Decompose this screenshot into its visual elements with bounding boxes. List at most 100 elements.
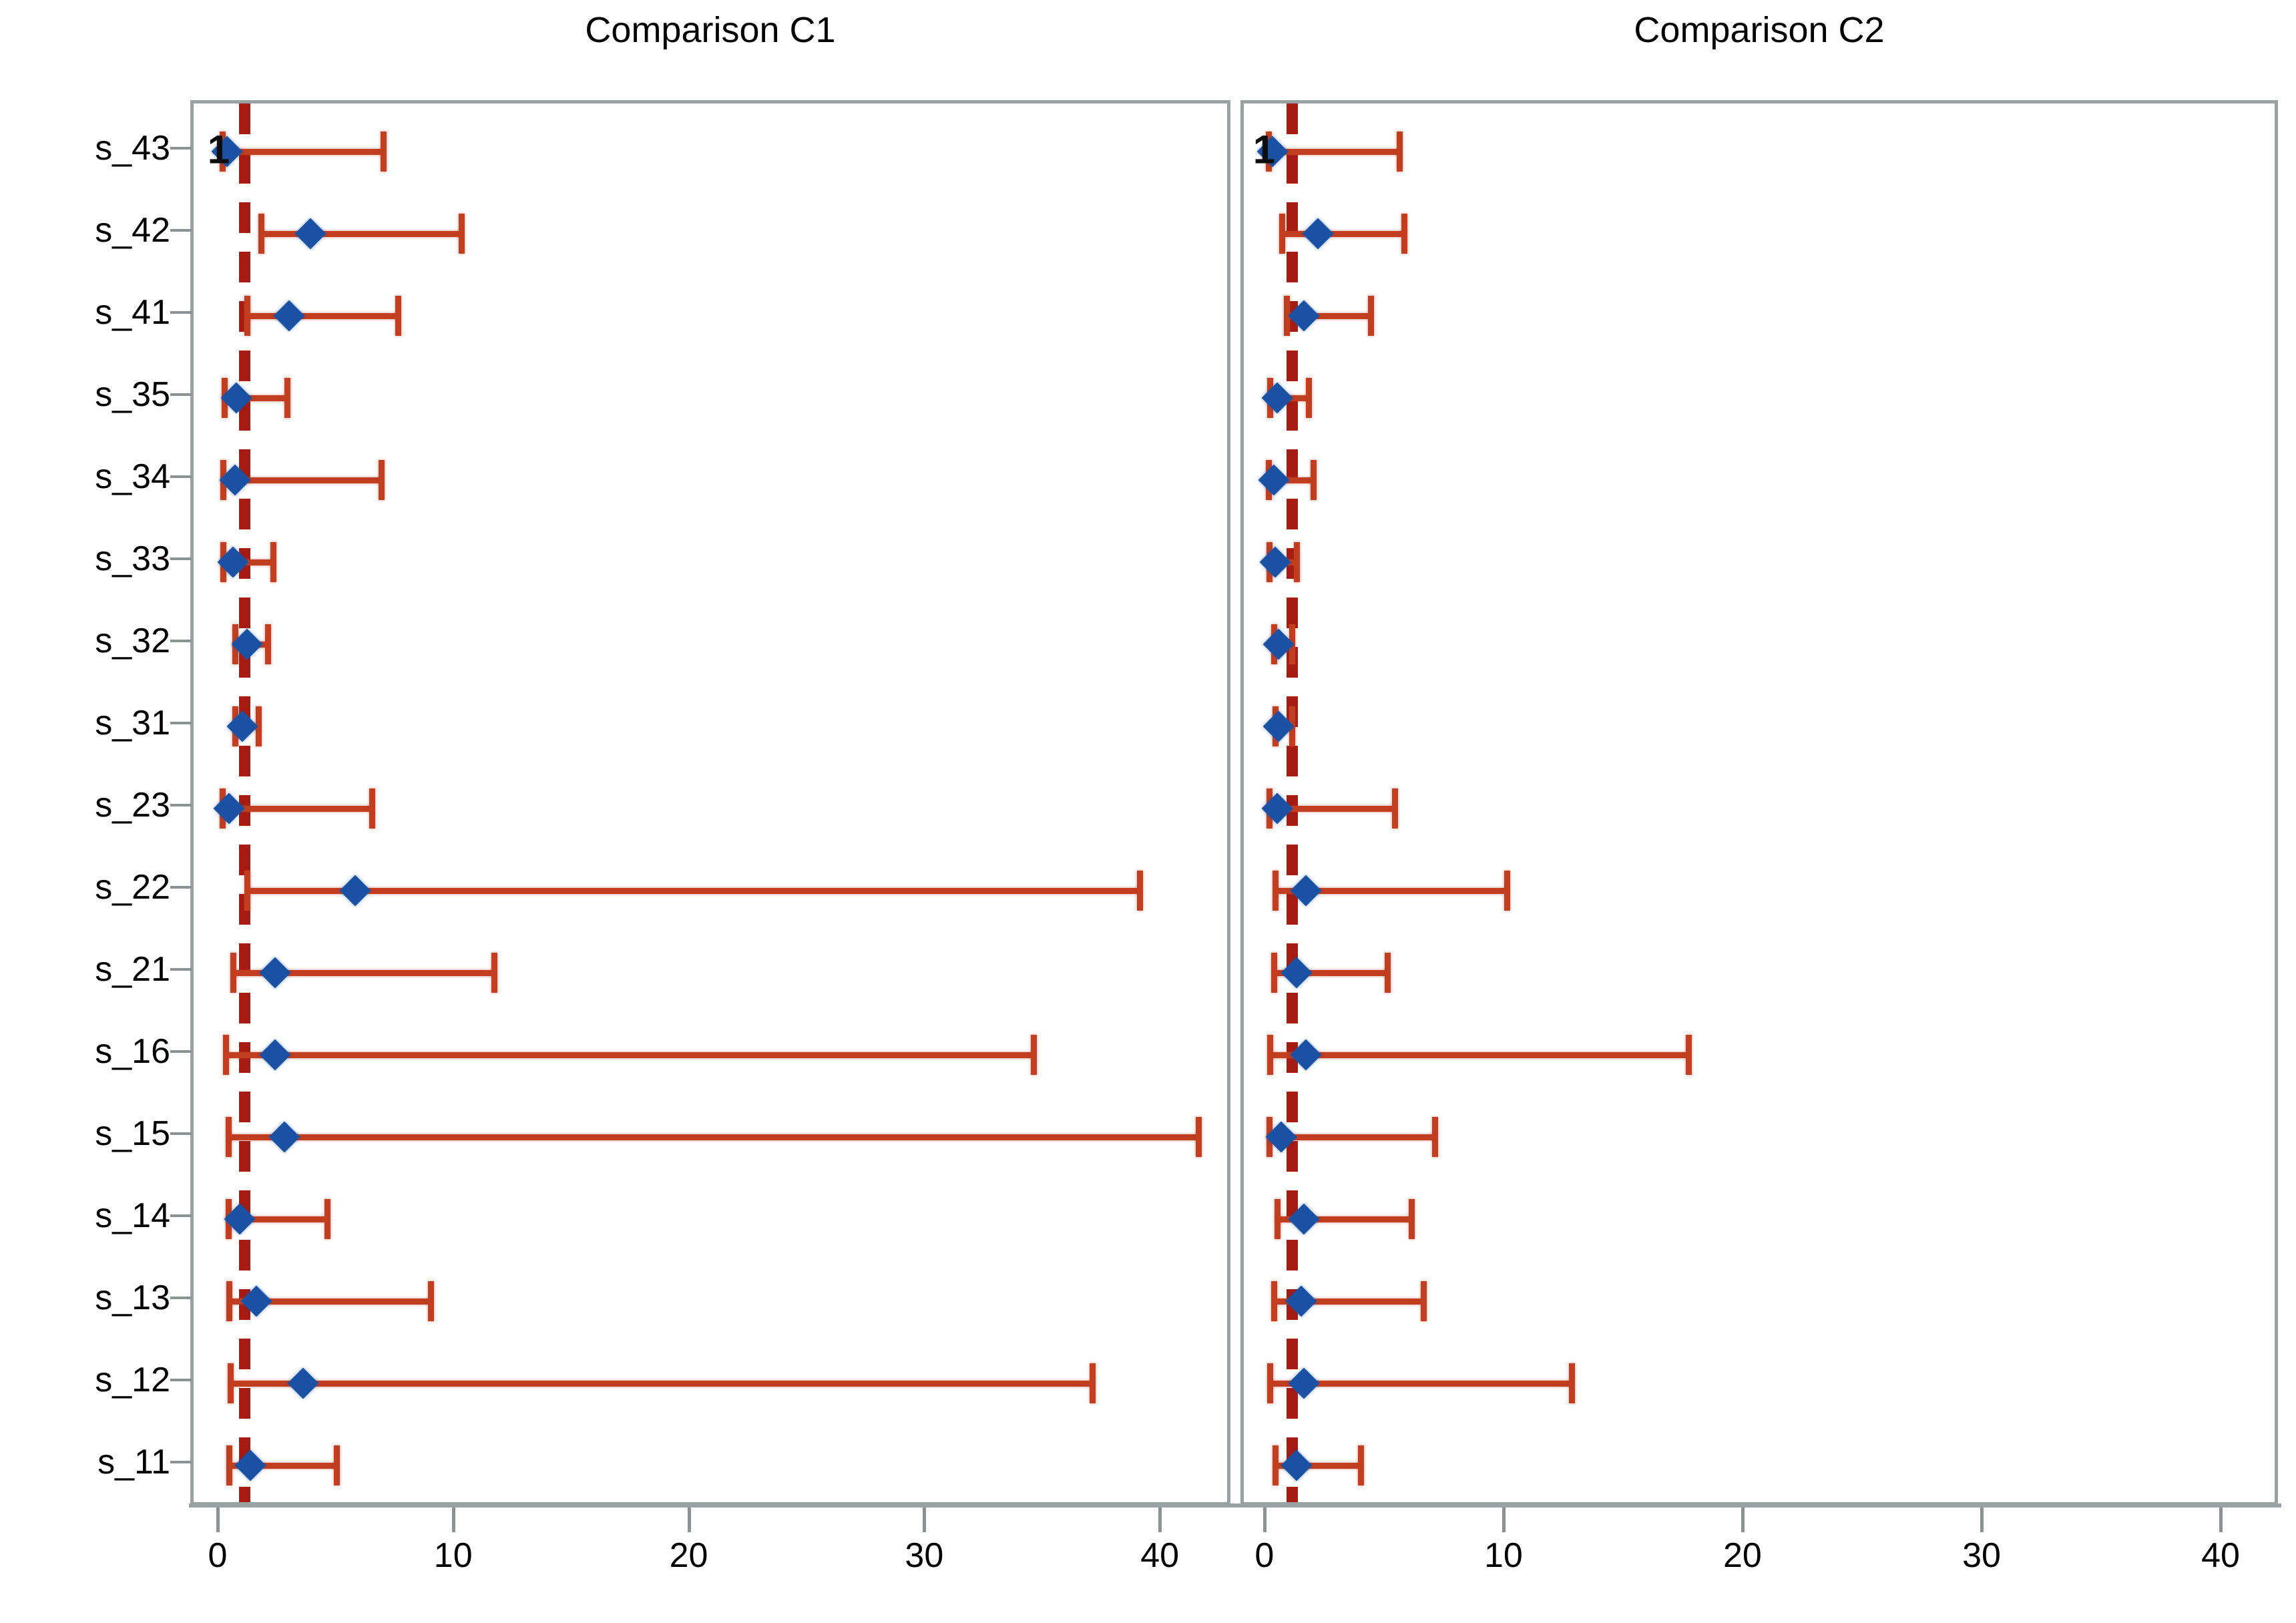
- ci-line-s_14: [228, 1216, 327, 1222]
- ci-lower-cap-s_16: [1267, 1035, 1274, 1075]
- row-tick-s_23: [170, 804, 192, 806]
- ci-lower-cap-s_14: [1275, 1199, 1281, 1239]
- point-estimate-diamond-s_15: [268, 1121, 300, 1153]
- ci-line-s_21: [232, 970, 495, 976]
- ci-upper-cap-s_15: [1432, 1117, 1439, 1157]
- ci-line-s_41: [246, 313, 398, 319]
- ci-upper-cap-s_22: [1136, 871, 1143, 911]
- ci-line-s_15: [228, 1134, 1199, 1140]
- x-tick-label-c1-40: 40: [1140, 1536, 1180, 1575]
- panel-c1: 1: [190, 100, 1230, 1505]
- row-tick-s_43: [170, 147, 192, 150]
- ci-upper-cap-s_13: [1420, 1281, 1427, 1321]
- row-tick-s_41: [170, 311, 192, 314]
- point-estimate-diamond-s_16: [259, 1039, 291, 1071]
- x-axis-line: [189, 1503, 2281, 1508]
- reference-line: [1286, 103, 1298, 1502]
- ci-upper-cap-s_13: [427, 1281, 434, 1321]
- ci-lower-cap-s_22: [1272, 871, 1279, 911]
- row-label-s_21: s_21: [95, 950, 170, 989]
- ci-lower-cap-s_13: [226, 1281, 233, 1321]
- ci-upper-cap-s_12: [1568, 1363, 1575, 1403]
- point-estimate-diamond-s_22: [339, 875, 371, 907]
- row-label-s_42: s_42: [95, 211, 170, 250]
- ci-lower-cap-s_11: [1272, 1445, 1279, 1485]
- point-estimate-diamond-s_34: [1258, 464, 1290, 496]
- ci-line-s_13: [1273, 1299, 1423, 1305]
- ci-lower-cap-s_16: [222, 1035, 229, 1075]
- ci-upper-cap-s_43: [1396, 132, 1403, 172]
- ci-upper-cap-s_34: [1310, 460, 1317, 500]
- ci-upper-cap-s_16: [1686, 1035, 1692, 1075]
- ci-lower-cap-s_42: [1279, 214, 1286, 254]
- ci-line-s_21: [1273, 970, 1387, 976]
- x-tick-c2-20: [1741, 1507, 1745, 1532]
- ci-upper-cap-s_41: [1367, 296, 1374, 336]
- x-tick-label-c2-20: 20: [1723, 1536, 1762, 1575]
- reference-line: [239, 103, 251, 1502]
- ci-upper-cap-s_23: [369, 788, 375, 829]
- ci-lower-cap-s_21: [1271, 953, 1277, 993]
- panel-title-c1: Comparison C1: [585, 10, 836, 50]
- x-tick-label-c1-20: 20: [669, 1536, 708, 1575]
- ci-line-s_41: [1287, 313, 1371, 319]
- row-label-s_31: s_31: [95, 704, 170, 742]
- row-tick-s_15: [170, 1132, 192, 1135]
- ci-upper-cap-s_41: [395, 296, 401, 336]
- ci-lower-cap-s_41: [1284, 296, 1291, 336]
- ci-upper-cap-s_32: [265, 624, 272, 664]
- panel-c2: 1: [1240, 100, 2278, 1505]
- point-estimate-diamond-s_42: [294, 218, 326, 250]
- row-tick-s_32: [170, 640, 192, 642]
- x-tick-label-c1-0: 0: [208, 1536, 228, 1575]
- row-label-s_16: s_16: [95, 1032, 170, 1071]
- x-tick-c1-10: [451, 1507, 455, 1532]
- x-tick-c1-40: [1158, 1507, 1162, 1532]
- ci-upper-cap-s_31: [256, 706, 262, 746]
- ci-upper-cap-s_42: [458, 214, 465, 254]
- ci-lower-cap-s_42: [258, 214, 264, 254]
- row-label-s_43: s_43: [95, 129, 170, 168]
- ci-upper-cap-s_12: [1090, 1363, 1096, 1403]
- row-label-s_15: s_15: [95, 1114, 170, 1153]
- row-tick-s_33: [170, 557, 192, 560]
- x-tick-label-c1-10: 10: [433, 1536, 473, 1575]
- ci-upper-cap-s_23: [1391, 788, 1398, 829]
- black-one-marker: 1: [1252, 127, 1276, 172]
- row-label-s_14: s_14: [95, 1196, 170, 1235]
- ci-upper-cap-s_14: [324, 1199, 330, 1239]
- row-tick-s_35: [170, 393, 192, 396]
- point-estimate-diamond-s_42: [1302, 218, 1334, 250]
- row-tick-s_16: [170, 1050, 192, 1053]
- row-label-s_34: s_34: [95, 457, 170, 496]
- point-estimate-diamond-s_21: [259, 957, 291, 989]
- ci-lower-cap-s_12: [228, 1363, 234, 1403]
- ci-upper-cap-s_35: [284, 378, 290, 418]
- ci-line-s_34: [1268, 477, 1313, 483]
- ci-lower-cap-s_21: [230, 953, 236, 993]
- panel-title-c2: Comparison C2: [1634, 10, 1885, 50]
- row-label-s_33: s_33: [95, 539, 170, 578]
- row-tick-s_21: [170, 968, 192, 971]
- x-tick-c2-30: [1980, 1507, 1984, 1532]
- row-tick-s_14: [170, 1214, 192, 1217]
- ci-upper-cap-s_42: [1401, 214, 1407, 254]
- ci-line-s_34: [223, 477, 381, 483]
- row-label-s_13: s_13: [95, 1279, 170, 1317]
- ci-upper-cap-s_21: [1384, 953, 1391, 993]
- ci-line-s_42: [260, 231, 461, 237]
- point-estimate-diamond-s_31: [226, 710, 258, 742]
- ci-line-s_11: [1275, 1463, 1361, 1469]
- row-tick-s_22: [170, 886, 192, 889]
- point-estimate-diamond-s_21: [1281, 957, 1313, 989]
- x-tick-c2-0: [1262, 1507, 1267, 1532]
- ci-upper-cap-s_43: [381, 132, 387, 172]
- x-tick-label-c2-0: 0: [1254, 1536, 1275, 1575]
- ci-line-s_35: [224, 395, 287, 401]
- ci-upper-cap-s_21: [491, 953, 498, 993]
- row-tick-s_11: [170, 1461, 192, 1463]
- row-label-s_11: s_11: [97, 1443, 170, 1481]
- x-tick-label-c1-30: 30: [905, 1536, 944, 1575]
- ci-line-s_22: [246, 888, 1140, 894]
- ci-upper-cap-s_35: [1305, 378, 1312, 418]
